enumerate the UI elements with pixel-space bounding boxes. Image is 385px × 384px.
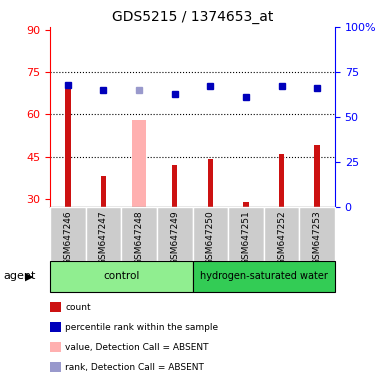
Title: GDS5215 / 1374653_at: GDS5215 / 1374653_at xyxy=(112,10,273,25)
Bar xyxy=(65,89,70,207)
Text: GSM647252: GSM647252 xyxy=(277,210,286,265)
FancyBboxPatch shape xyxy=(264,207,300,261)
FancyBboxPatch shape xyxy=(50,261,192,292)
Text: percentile rank within the sample: percentile rank within the sample xyxy=(65,323,219,332)
Text: hydrogen-saturated water: hydrogen-saturated water xyxy=(200,271,328,281)
Bar xyxy=(172,165,177,207)
FancyBboxPatch shape xyxy=(228,207,264,261)
Text: GSM647247: GSM647247 xyxy=(99,210,108,265)
FancyBboxPatch shape xyxy=(192,261,335,292)
Bar xyxy=(208,159,213,207)
FancyBboxPatch shape xyxy=(300,207,335,261)
Text: count: count xyxy=(65,303,91,312)
Bar xyxy=(279,154,284,207)
Text: value, Detection Call = ABSENT: value, Detection Call = ABSENT xyxy=(65,343,209,352)
Text: control: control xyxy=(103,271,139,281)
FancyBboxPatch shape xyxy=(50,207,85,261)
Bar xyxy=(132,120,146,207)
Text: GSM647249: GSM647249 xyxy=(170,210,179,265)
Text: agent: agent xyxy=(4,271,36,281)
FancyBboxPatch shape xyxy=(192,207,228,261)
FancyBboxPatch shape xyxy=(85,207,121,261)
Bar xyxy=(315,145,320,207)
Text: ▶: ▶ xyxy=(25,271,33,281)
Bar xyxy=(101,176,106,207)
Text: GSM647248: GSM647248 xyxy=(135,210,144,265)
Text: GSM647253: GSM647253 xyxy=(313,210,321,265)
FancyBboxPatch shape xyxy=(121,207,157,261)
Text: rank, Detection Call = ABSENT: rank, Detection Call = ABSENT xyxy=(65,362,204,372)
Text: GSM647246: GSM647246 xyxy=(64,210,72,265)
FancyBboxPatch shape xyxy=(157,207,192,261)
Text: GSM647251: GSM647251 xyxy=(241,210,250,265)
Bar xyxy=(243,202,249,207)
Text: GSM647250: GSM647250 xyxy=(206,210,215,265)
